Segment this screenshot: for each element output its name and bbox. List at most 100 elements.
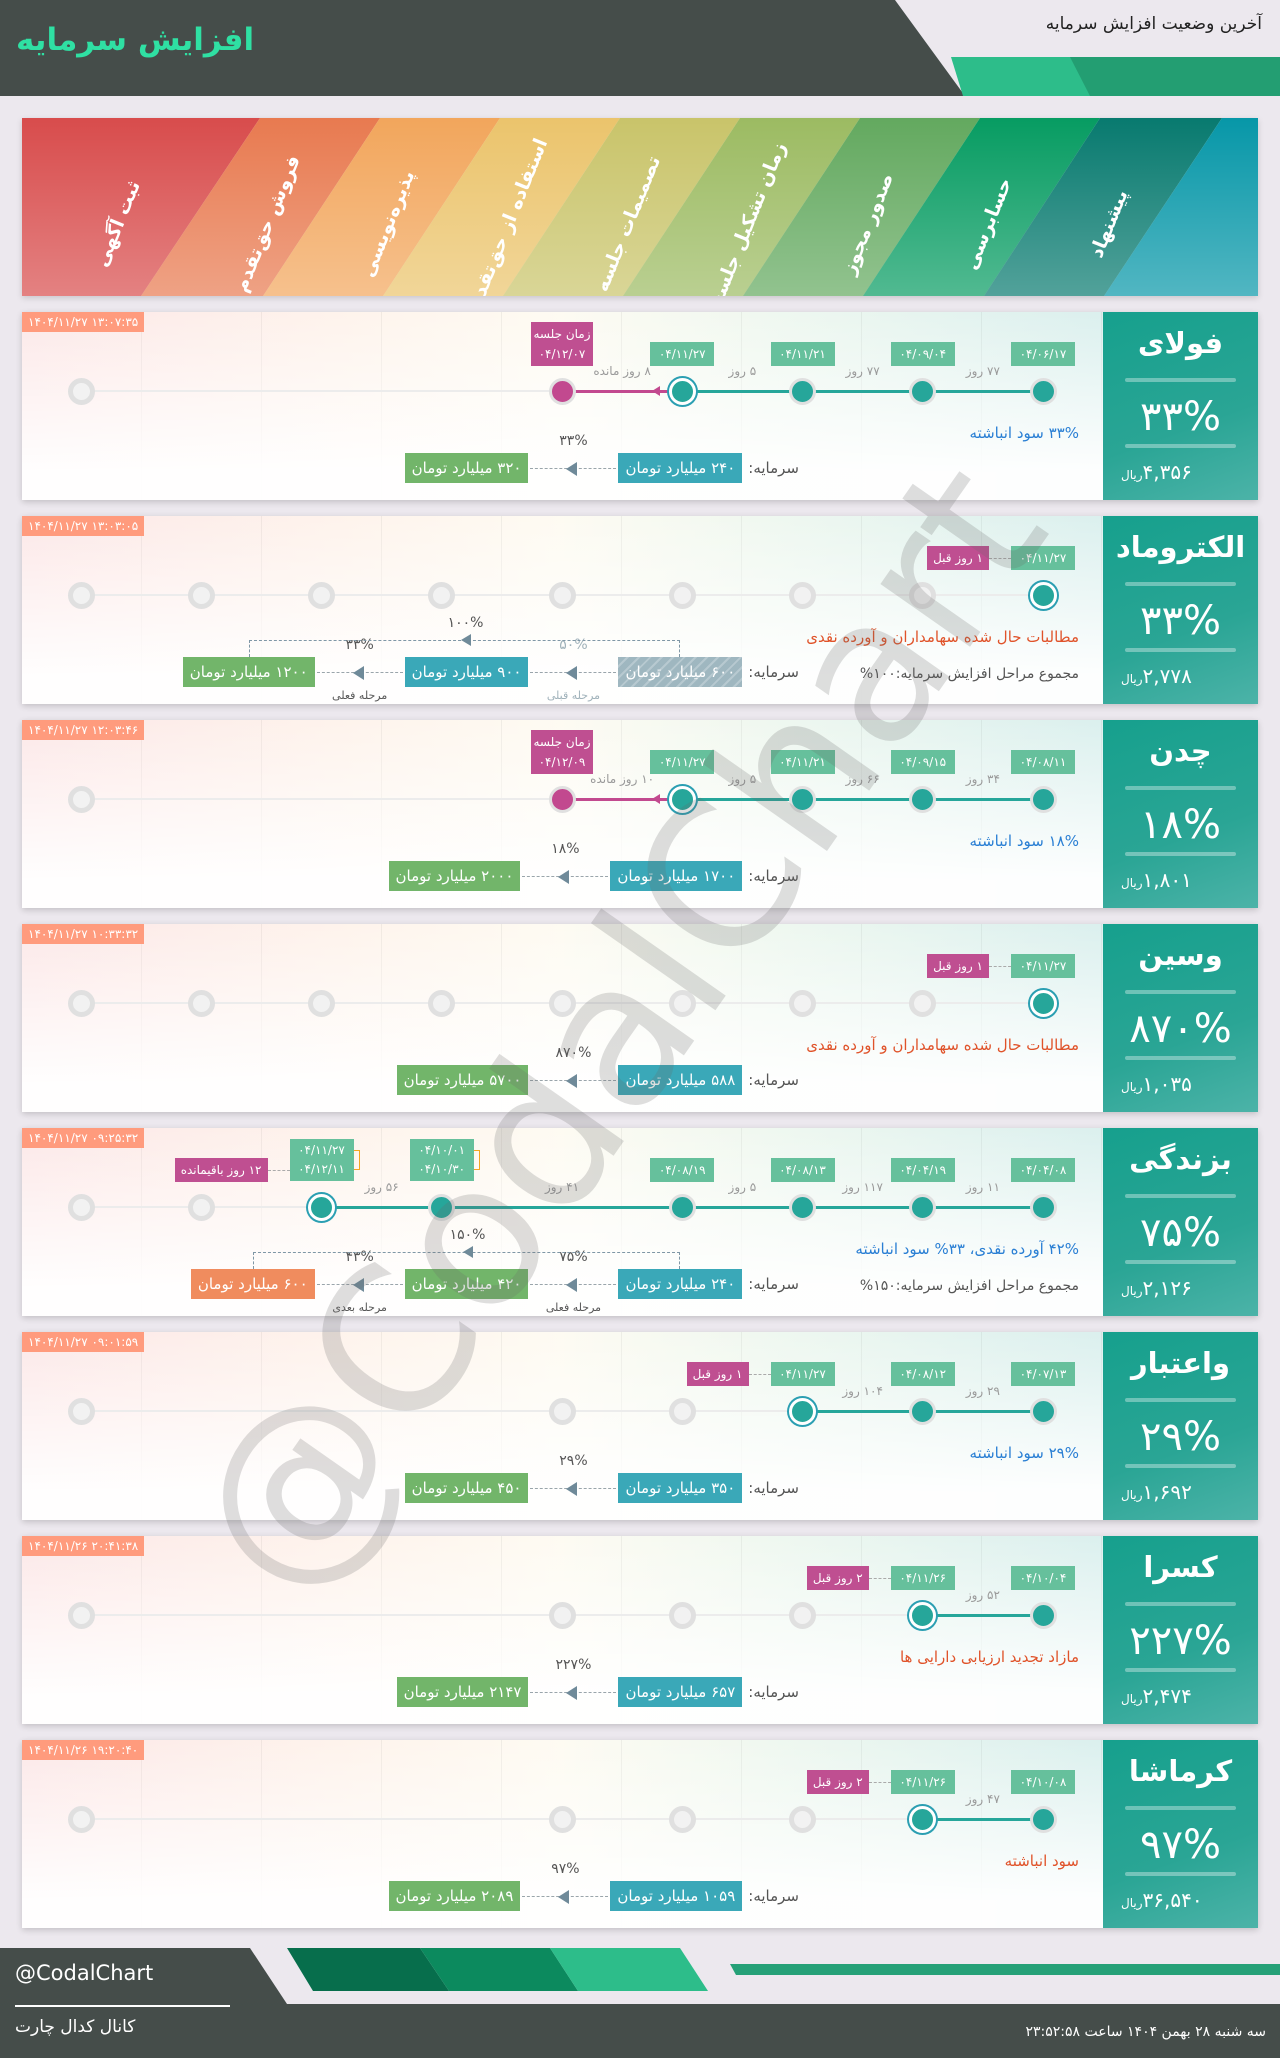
symbol-panel[interactable]: کرماشا ۹۷% ۳۶,۵۴۰ریال — [1103, 1740, 1258, 1928]
stage-node-empty[interactable] — [67, 1194, 95, 1221]
stage-node-empty[interactable] — [668, 582, 696, 609]
capital-increase-card[interactable]: ۳۴ روز ۶۶ روز ۵ روز ۱۰ روز مانده ۰۴/۰۸/۱۱ ۰۴/… — [22, 720, 1258, 908]
stage-node-empty[interactable] — [909, 990, 937, 1017]
stage-node-empty[interactable] — [548, 582, 576, 609]
meeting-date: ۰۴/۱۲/۰۹ — [538, 755, 586, 769]
step-percent: ۵۰% — [559, 637, 588, 653]
stage-node-done[interactable] — [909, 1398, 937, 1425]
symbol-name[interactable]: کسرا — [1143, 1550, 1218, 1584]
stage-node-empty[interactable] — [789, 990, 816, 1017]
capital-increase-card[interactable]: ۴۷ روز ۰۴/۱۰/۰۸ ۰۴/۱۱/۲۶ ۲ روز قبل سود انباش… — [22, 1740, 1258, 1928]
stage-node-empty[interactable] — [548, 1806, 576, 1833]
stage-node-done[interactable] — [1029, 1194, 1057, 1221]
footer-handle[interactable]: @CodalChart — [15, 1961, 154, 1985]
stage-date: ۰۴/۱۰/۰۱ ۰۴/۱۰/۳۰ — [409, 1139, 474, 1181]
stage-node-empty[interactable] — [67, 990, 95, 1017]
stage-node-current[interactable] — [1029, 990, 1057, 1017]
stage-node-empty[interactable] — [67, 1602, 95, 1629]
stage-node-done[interactable] — [789, 378, 816, 405]
stage-node-empty[interactable] — [668, 990, 696, 1017]
stage-node-empty[interactable] — [909, 582, 937, 609]
symbol-name[interactable]: بزندگی — [1129, 1142, 1232, 1176]
stage-node-empty[interactable] — [187, 1194, 215, 1221]
currency-label: ریال — [1121, 1896, 1143, 1910]
symbol-panel[interactable]: کسرا ۲۲۷% ۲,۴۷۴ریال — [1103, 1536, 1258, 1724]
stage-node-empty[interactable] — [187, 582, 215, 609]
stage-node-empty[interactable] — [428, 582, 456, 609]
price-value: ۲,۱۲۶ — [1142, 1276, 1192, 1300]
stage-node-empty[interactable] — [67, 1806, 95, 1833]
symbol-name[interactable]: چدن — [1149, 734, 1212, 768]
stage-node-current[interactable] — [668, 378, 696, 405]
stage-node-done[interactable] — [789, 1194, 816, 1221]
step-percent: ۷۵% — [559, 1249, 588, 1265]
stage-node-empty[interactable] — [67, 378, 95, 405]
stage-node-done[interactable] — [1029, 1602, 1057, 1629]
stage-node-empty[interactable] — [668, 1398, 696, 1425]
stage-node-current[interactable] — [668, 786, 696, 813]
symbol-name[interactable]: واعتبار — [1130, 1346, 1231, 1380]
capital-increase-card[interactable]: ۷۷ روز ۷۷ روز ۵ روز ۸ روز مانده ۰۴/۰۶/۱۷ ۰۴/۰… — [22, 312, 1258, 500]
stage-node-empty[interactable] — [67, 582, 95, 609]
stage-node-done[interactable] — [1029, 786, 1057, 813]
stage-node-empty[interactable] — [548, 990, 576, 1017]
page-subtitle: آخرین وضعیت افزایش سرمایه — [1045, 14, 1262, 34]
stage-date: ۰۴/۱۱/۲۶ — [890, 1770, 955, 1794]
capital-increase-card[interactable]: ۰۴/۱۱/۲۷ ۱ روز قبل مطالبات حال شده سهامدار… — [22, 924, 1258, 1112]
stage-node-empty[interactable] — [668, 1602, 696, 1629]
capital-increase-card[interactable]: ۲۹ روز ۱۰۴ روز ۰۴/۰۷/۱۳ ۰۴/۰۸/۱۲ ۰۴/۱۱/۲۷ ۱ ر… — [22, 1332, 1258, 1520]
footer-bar — [0, 2004, 1280, 2058]
stage-node-empty[interactable] — [67, 786, 95, 813]
stage-date: ۰۴/۰۶/۱۷ — [1011, 342, 1075, 366]
footer-datetime: سه شنبه ۲۸ بهمن ۱۴۰۴ ساعت ۲۳:۵۲:۵۸ — [1025, 2024, 1266, 2040]
stage-node-done[interactable] — [1029, 378, 1057, 405]
symbol-panel[interactable]: وسین ۸۷۰% ۱,۰۳۵ریال — [1103, 924, 1258, 1112]
date-line: ۰۴/۰۷/۱۳ — [1019, 1367, 1067, 1381]
symbol-name[interactable]: وسین — [1138, 938, 1223, 972]
stage-node-current[interactable] — [308, 1194, 335, 1221]
stage-node-empty[interactable] — [67, 1398, 95, 1425]
capital-increase-card[interactable]: ۵۲ روز ۰۴/۱۰/۰۴ ۰۴/۱۱/۲۶ ۲ روز قبل مازاد تجد… — [22, 1536, 1258, 1724]
stage-node-empty[interactable] — [428, 990, 456, 1017]
stage-node-target[interactable] — [548, 786, 576, 813]
stage-node-current[interactable] — [1029, 582, 1057, 609]
stage-node-done[interactable] — [1029, 1398, 1057, 1425]
stage-node-done[interactable] — [668, 1194, 696, 1221]
stage-node-done[interactable] — [909, 378, 937, 405]
stage-node-done[interactable] — [789, 786, 816, 813]
symbol-panel[interactable]: الکتروماد ۳۳% ۲,۷۷۸ریال — [1103, 516, 1258, 704]
stage-node-current[interactable] — [909, 1806, 937, 1833]
gap-label: ۱۰ روز مانده — [590, 772, 655, 786]
stage-node-done[interactable] — [428, 1194, 456, 1221]
stage-node-done[interactable] — [909, 1194, 937, 1221]
stage-node-empty[interactable] — [548, 1602, 576, 1629]
arrow-left-icon — [566, 1686, 578, 1700]
date-line: ۰۴/۱۱/۲۷ — [298, 1143, 345, 1157]
symbol-panel[interactable]: فولای ۳۳% ۴,۳۵۶ریال — [1103, 312, 1258, 500]
capital-increase-card[interactable]: ۱۱ روز ۱۱۷ روز ۵ روز ۴۱ روز ۵۶ روز ۰۴/۰۴/۰۸ ۰۴… — [22, 1128, 1258, 1316]
symbol-panel[interactable]: بزندگی ۷۵% ۲,۱۲۶ریال — [1103, 1128, 1258, 1316]
divider — [1125, 582, 1236, 586]
capital-increase-card[interactable]: ۰۴/۱۱/۲۷ ۱ روز قبل مطالبات حال شده سهامدار… — [22, 516, 1258, 704]
symbol-name[interactable]: کرماشا — [1128, 1754, 1233, 1788]
stage-node-target[interactable] — [548, 378, 576, 405]
symbol-name[interactable]: الکتروماد — [1115, 530, 1246, 564]
arrow-left-icon — [566, 666, 578, 680]
stage-node-empty[interactable] — [308, 582, 335, 609]
stage-node-empty[interactable] — [548, 1398, 576, 1425]
stage-node-empty[interactable] — [789, 1602, 816, 1629]
stage-node-empty[interactable] — [789, 582, 816, 609]
stage-node-done[interactable] — [1029, 1806, 1057, 1833]
stage-node-done[interactable] — [909, 786, 937, 813]
stage-node-empty[interactable] — [789, 1806, 816, 1833]
stage-date: ۰۴/۱۱/۲۱ — [770, 342, 835, 366]
stage-node-empty[interactable] — [187, 990, 215, 1017]
symbol-panel[interactable]: چدن ۱۸% ۱,۸۰۱ریال — [1103, 720, 1258, 908]
stage-node-empty[interactable] — [308, 990, 335, 1017]
divider — [1125, 990, 1236, 994]
stage-node-empty[interactable] — [668, 1806, 696, 1833]
stage-node-current[interactable] — [789, 1398, 816, 1425]
symbol-panel[interactable]: واعتبار ۲۹% ۱,۶۹۲ریال — [1103, 1332, 1258, 1520]
symbol-name[interactable]: فولای — [1137, 326, 1224, 360]
stage-node-current[interactable] — [909, 1602, 937, 1629]
